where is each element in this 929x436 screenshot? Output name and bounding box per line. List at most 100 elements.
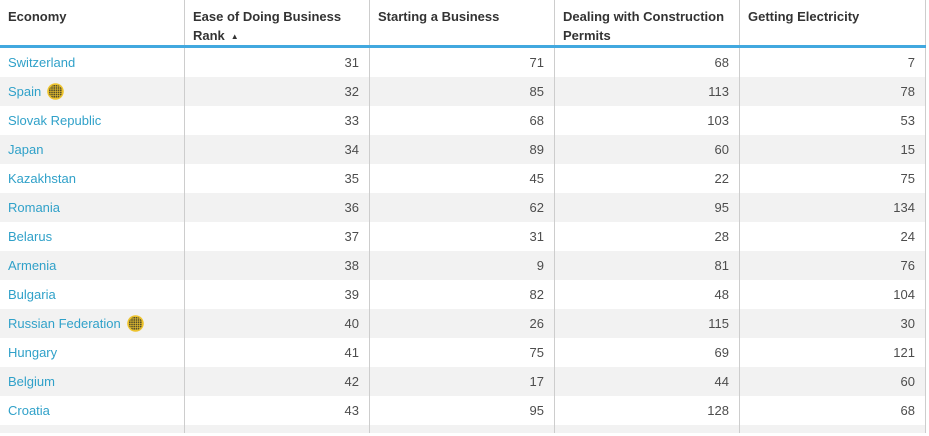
cell-getting-electricity: 76: [740, 251, 926, 280]
table-row: Spain 32 85 113 78: [0, 77, 926, 106]
economy-cell: Slovak Republic: [0, 106, 185, 135]
economy-link[interactable]: Hungary: [8, 345, 58, 360]
column-header-dealing-with-construction-permits[interactable]: Dealing with Construction Permits: [555, 0, 740, 45]
cell-dealing-with-construction-permits: 60: [555, 135, 740, 164]
cell-starting-a-business: 9: [370, 251, 555, 280]
cell-dealing-with-construction-permits: 103: [555, 106, 740, 135]
table-row: Romania 36 62 95 134: [0, 193, 926, 222]
cell-dealing-with-construction-permits: 113: [555, 77, 740, 106]
economy-cell: Belarus: [0, 222, 185, 251]
economy-cell: Croatia: [0, 396, 185, 425]
economy-link[interactable]: Kazakhstan: [8, 171, 76, 186]
column-header-getting-electricity[interactable]: Getting Electricity: [740, 0, 926, 45]
cell-starting-a-business: 17: [370, 367, 555, 396]
cell-ease-of-doing-business-rank: 36: [185, 193, 370, 222]
cell-ease-of-doing-business-rank: 41: [185, 338, 370, 367]
cell-starting-a-business: 95: [370, 396, 555, 425]
cell-getting-electricity: 104: [740, 280, 926, 309]
cell-getting-electricity: 121: [740, 338, 926, 367]
economy-cell: Hungary: [0, 338, 185, 367]
economy-link[interactable]: Bulgaria: [8, 287, 56, 302]
subnational-data-icon[interactable]: [47, 77, 65, 106]
economy-link[interactable]: Belarus: [8, 229, 53, 244]
cell-ease-of-doing-business-rank: 35: [185, 164, 370, 193]
economy-cell: Switzerland: [0, 48, 185, 77]
cell-dealing-with-construction-permits: 22: [555, 164, 740, 193]
cell-getting-electricity: 78: [740, 77, 926, 106]
cell-getting-electricity: 15: [740, 135, 926, 164]
economy-cell: Kazakhstan: [0, 164, 185, 193]
cell-getting-electricity: 134: [740, 193, 926, 222]
cell-getting-electricity: 30: [740, 309, 926, 338]
economy-cell: Armenia: [0, 251, 185, 280]
economy-cell: Russian Federation: [0, 309, 185, 338]
cell-dealing-with-construction-permits: 81: [555, 251, 740, 280]
economy-cell: Romania: [0, 193, 185, 222]
cell-ease-of-doing-business-rank: 37: [185, 222, 370, 251]
table-row: Hungary 41 75 69 121: [0, 338, 926, 367]
economy-link[interactable]: Spain: [8, 84, 42, 99]
cell-starting-a-business: 45: [370, 164, 555, 193]
cell-getting-electricity: 53: [740, 106, 926, 135]
cell-starting-a-business: 26: [370, 309, 555, 338]
economy-link[interactable]: Romania: [8, 200, 61, 215]
cell-getting-electricity: 24: [740, 222, 926, 251]
economy-link[interactable]: Armenia: [8, 258, 57, 273]
cell-starting-a-business: 31: [370, 222, 555, 251]
economy-link[interactable]: Belgium: [8, 374, 55, 389]
economy-link[interactable]: Japan: [8, 142, 44, 157]
cell-starting-a-business: 75: [370, 338, 555, 367]
table-body: Switzerland 31 71 68 7 Spain 32 85 113 78 Slovak R…: [0, 48, 926, 425]
sort-ascending-icon: ▲: [230, 32, 239, 41]
subnational-data-icon[interactable]: [126, 309, 144, 338]
table-row: Belgium 42 17 44 60: [0, 367, 926, 396]
cell-getting-electricity: 75: [740, 164, 926, 193]
table-row: Belarus 37 31 28 24: [0, 222, 926, 251]
economy-cell: Bulgaria: [0, 280, 185, 309]
cell-ease-of-doing-business-rank: 38: [185, 251, 370, 280]
cell-getting-electricity: 60: [740, 367, 926, 396]
table-row: Switzerland 31 71 68 7: [0, 48, 926, 77]
cell-ease-of-doing-business-rank: 40: [185, 309, 370, 338]
cell-ease-of-doing-business-rank: 43: [185, 396, 370, 425]
cell-starting-a-business: 89: [370, 135, 555, 164]
table-row: Japan 34 89 60 15: [0, 135, 926, 164]
cell-dealing-with-construction-permits: 68: [555, 48, 740, 77]
cell-dealing-with-construction-permits: 115: [555, 309, 740, 338]
cell-ease-of-doing-business-rank: 33: [185, 106, 370, 135]
cell-starting-a-business: 71: [370, 48, 555, 77]
cell-ease-of-doing-business-rank: 31: [185, 48, 370, 77]
cell-ease-of-doing-business-rank: 32: [185, 77, 370, 106]
table-row: Russian Federation 40 26 115 30: [0, 309, 926, 338]
cell-starting-a-business: 82: [370, 280, 555, 309]
cell-ease-of-doing-business-rank: 34: [185, 135, 370, 164]
table-row: Slovak Republic 33 68 103 53: [0, 106, 926, 135]
cell-dealing-with-construction-permits: 69: [555, 338, 740, 367]
column-header-starting-a-business[interactable]: Starting a Business: [370, 0, 555, 45]
partial-next-row: [0, 425, 926, 433]
cell-dealing-with-construction-permits: 128: [555, 396, 740, 425]
economy-link[interactable]: Slovak Republic: [8, 113, 102, 128]
economy-cell: Belgium: [0, 367, 185, 396]
cell-dealing-with-construction-permits: 28: [555, 222, 740, 251]
column-header-economy[interactable]: Economy: [0, 0, 185, 45]
cell-ease-of-doing-business-rank: 42: [185, 367, 370, 396]
column-header-label: Economy: [8, 9, 67, 24]
economy-link[interactable]: Russian Federation: [8, 316, 121, 331]
cell-starting-a-business: 68: [370, 106, 555, 135]
column-header-label: Dealing with Construction Permits: [563, 9, 725, 43]
column-header-label: Getting Electricity: [748, 9, 860, 24]
column-header-ease-of-doing-business-rank[interactable]: Ease of Doing Business Rank ▲: [185, 0, 370, 45]
cell-getting-electricity: 7: [740, 48, 926, 77]
cell-starting-a-business: 85: [370, 77, 555, 106]
table-row: Armenia 38 9 81 76: [0, 251, 926, 280]
cell-dealing-with-construction-permits: 95: [555, 193, 740, 222]
column-header-label: Ease of Doing Business Rank: [193, 9, 342, 43]
economy-link[interactable]: Croatia: [8, 403, 50, 418]
cell-dealing-with-construction-permits: 48: [555, 280, 740, 309]
table-row: Croatia 43 95 128 68: [0, 396, 926, 425]
cell-starting-a-business: 62: [370, 193, 555, 222]
cell-getting-electricity: 68: [740, 396, 926, 425]
economy-link[interactable]: Switzerland: [8, 55, 76, 70]
